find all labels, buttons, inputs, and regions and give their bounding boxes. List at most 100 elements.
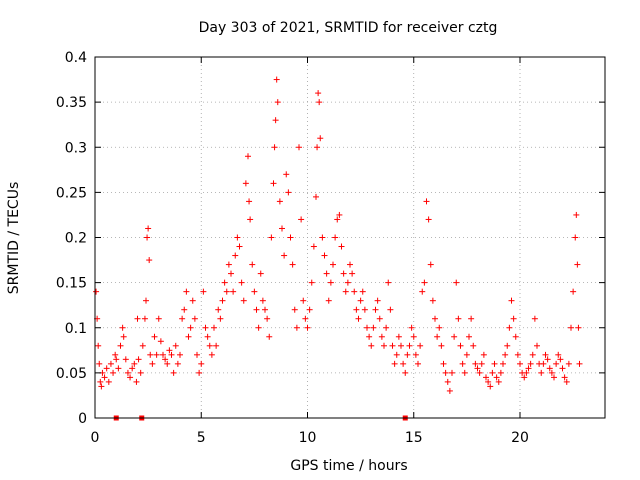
data-point (415, 360, 421, 367)
data-point (179, 315, 186, 322)
data-point (427, 261, 434, 268)
data-point (166, 347, 173, 354)
data-point (502, 351, 509, 358)
data-point (304, 324, 311, 331)
data-point (147, 351, 154, 358)
data-point (393, 351, 400, 358)
data-point (101, 374, 108, 381)
data-point (232, 252, 239, 259)
data-point (398, 342, 404, 349)
data-point (257, 270, 264, 277)
y-axis-label: SRMTID / TECUs (6, 182, 22, 295)
data-point (395, 333, 402, 340)
data-point (308, 279, 315, 286)
data-point (316, 99, 323, 106)
data-point (298, 216, 305, 223)
data-point (555, 351, 562, 358)
data-point (313, 193, 319, 200)
data-point (208, 351, 215, 358)
data-point (172, 342, 179, 349)
data-point (131, 360, 138, 367)
data-point (174, 360, 181, 367)
data-point (266, 333, 273, 340)
data-point (323, 270, 330, 277)
data-point (446, 387, 453, 394)
data-point (219, 297, 226, 304)
data-point (146, 257, 153, 264)
data-point (485, 378, 492, 385)
data-point (432, 315, 438, 322)
data-point (314, 144, 321, 151)
data-point (500, 360, 506, 367)
data-point (366, 333, 373, 340)
data-point (103, 365, 110, 372)
data-point (440, 360, 447, 367)
data-point (542, 351, 549, 358)
data-point (300, 297, 307, 304)
data-point (491, 360, 498, 367)
data-point (573, 211, 580, 218)
data-point (421, 279, 428, 286)
data-point (412, 351, 419, 358)
data-point (336, 211, 343, 218)
data-point (122, 356, 129, 363)
data-point (378, 333, 385, 340)
data-point (364, 324, 370, 331)
data-point (98, 383, 105, 390)
data-point (449, 369, 455, 376)
data-point (291, 306, 298, 313)
data-point (225, 261, 232, 268)
data-point (110, 369, 117, 376)
data-point (423, 198, 430, 205)
data-point (185, 333, 192, 340)
data-point (459, 360, 466, 367)
data-point (283, 171, 290, 178)
data-point (487, 383, 494, 390)
data-point (264, 315, 271, 322)
data-point (120, 333, 127, 340)
data-points (93, 76, 583, 421)
data-point (164, 360, 171, 367)
data-point (338, 243, 345, 250)
y-tick-label: 0.4 (65, 50, 87, 66)
data-point (570, 288, 577, 295)
data-point (112, 351, 119, 358)
data-point (325, 297, 332, 304)
data-point (517, 360, 523, 367)
data-point (268, 234, 275, 241)
y-tick-label: 0.2 (65, 231, 87, 247)
data-point (523, 369, 530, 376)
data-point (236, 243, 243, 250)
data-point (194, 351, 200, 358)
data-point (557, 356, 564, 363)
data-point (213, 342, 220, 349)
data-point (385, 279, 392, 286)
data-point (434, 333, 441, 340)
y-tick-label: 0.3 (65, 140, 87, 156)
data-point (504, 342, 511, 349)
data-point (429, 297, 436, 304)
data-point (553, 360, 560, 367)
data-point (162, 356, 169, 363)
data-point (525, 365, 532, 372)
data-point (383, 324, 390, 331)
data-point (157, 338, 164, 345)
data-point (332, 234, 339, 241)
data-point (575, 324, 582, 331)
data-point (521, 374, 528, 381)
data-point (134, 315, 141, 322)
data-point (238, 279, 245, 286)
data-point (438, 342, 445, 349)
data-point (168, 351, 175, 358)
data-point (480, 351, 487, 358)
data-point (204, 333, 211, 340)
data-point (330, 261, 336, 268)
data-point (474, 365, 481, 372)
data-point (274, 99, 281, 106)
data-point (155, 315, 162, 322)
data-point (253, 306, 260, 313)
data-point (495, 378, 502, 385)
data-point (510, 315, 517, 322)
data-point (249, 261, 256, 268)
axes: 0 0.05 0.1 0.15 0.2 0.25 0.3 0.35 0.4 0 5 10 15 20 (56, 50, 606, 446)
